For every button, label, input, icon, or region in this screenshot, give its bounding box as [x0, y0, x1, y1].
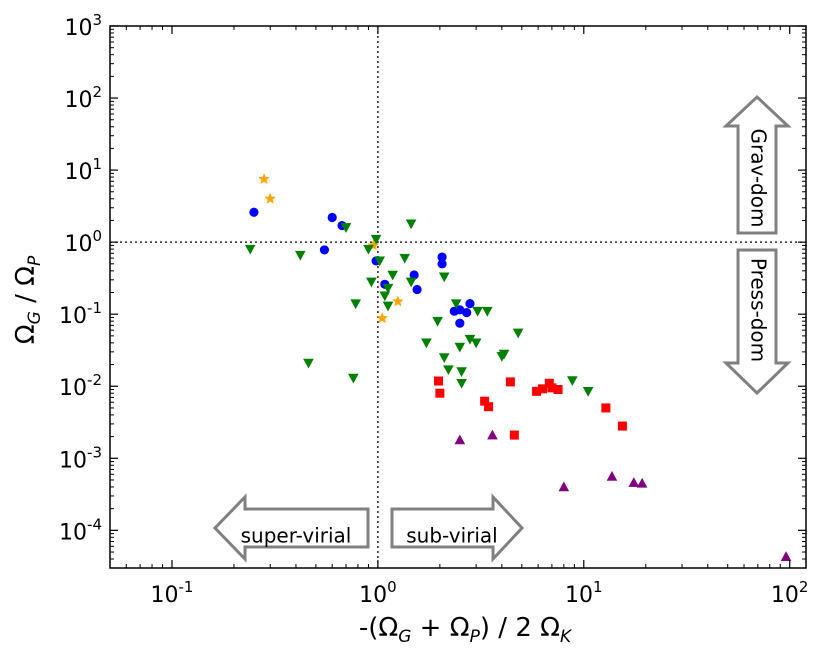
annotation-label-up: Grav-dom — [747, 129, 771, 228]
green-down-triangles-point — [363, 244, 374, 255]
red-squares-point — [601, 403, 611, 413]
orange-stars-point — [264, 192, 276, 204]
green-down-triangles-point — [303, 358, 314, 369]
blue-circles-point — [249, 207, 259, 217]
blue-circles-point — [465, 299, 475, 309]
blue-circles-point — [455, 318, 465, 328]
purple-up-triangles-point — [487, 429, 498, 440]
green-down-triangles-point — [470, 338, 482, 349]
blue-circles-point — [462, 308, 472, 318]
arrow-right-icon — [390, 493, 525, 563]
red-squares-point — [537, 384, 547, 394]
green-down-triangles-point — [366, 277, 377, 288]
annotation-arrows: super-virial sub-virial Grav-dom Press-dom — [212, 94, 792, 563]
green-down-triangles-point — [456, 378, 467, 389]
purple-up-triangles-point — [628, 477, 640, 487]
red-squares-point — [484, 402, 494, 412]
orange-stars-point — [258, 173, 270, 184]
x-tick-label: 101 — [565, 578, 603, 608]
green-down-triangles-point — [472, 306, 483, 317]
red-squares-point — [553, 385, 563, 395]
green-down-triangles-point — [244, 244, 256, 255]
arrow-left-icon — [212, 493, 370, 563]
arrow-up-icon — [722, 94, 792, 235]
green-down-triangles-point — [295, 250, 306, 261]
annotation-label-down: Press-dom — [747, 258, 771, 362]
blue-circles-point — [319, 245, 330, 255]
green-down-triangles-point — [382, 283, 394, 294]
y-tick-label: 102 — [64, 83, 102, 113]
blue-circles-point — [412, 284, 422, 295]
green-down-triangles-point — [405, 219, 417, 230]
blue-circles-point — [437, 259, 447, 269]
green-down-triangles-point — [374, 256, 385, 267]
green-down-triangles-point — [443, 365, 454, 376]
green-down-triangles-point — [582, 387, 594, 397]
purple-up-triangles-point — [558, 481, 570, 492]
orange-stars-point — [392, 295, 404, 307]
green-down-triangles-point — [350, 299, 361, 310]
green-down-triangles-point — [405, 277, 417, 288]
y-tick-label: 103 — [64, 11, 102, 41]
green-down-triangles-point — [432, 316, 443, 327]
purple-up-triangles-point — [454, 434, 466, 445]
x-axis-label: -(ΩG + ΩP) / 2 ΩK — [359, 613, 573, 647]
green-down-triangles-point — [567, 376, 578, 386]
x-tick-label: 100 — [359, 578, 397, 608]
y-tick-label: 10-4 — [59, 515, 102, 545]
green-down-triangles-point — [370, 234, 382, 245]
red-squares-point — [509, 430, 519, 440]
red-squares-point — [435, 388, 445, 398]
green-down-triangles-point — [399, 253, 411, 264]
red-squares-point — [505, 377, 515, 387]
y-tick-label: 10-2 — [59, 371, 102, 401]
arrow-down-icon — [722, 248, 792, 396]
green-down-triangles-point — [382, 301, 394, 312]
orange-stars-point — [376, 312, 388, 324]
y-tick-label: 100 — [64, 227, 102, 257]
green-down-triangles-point — [379, 291, 391, 302]
green-down-triangles-point — [438, 353, 450, 363]
reference-lines — [110, 26, 806, 568]
axis-ticks: 10-1 100 101 102 10-4 10-3 10-2 10-1 100 101 102 10… — [59, 11, 808, 608]
green-down-triangles-point — [498, 349, 510, 360]
plot-frame — [109, 25, 807, 569]
purple-up-triangles-point — [636, 477, 648, 488]
green-down-triangles-point — [387, 270, 398, 281]
y-axis-label: ΩG / ΩP — [11, 255, 45, 344]
green-down-triangles-point — [482, 306, 493, 317]
green-down-triangles-point — [438, 272, 450, 283]
green-down-triangles-point — [340, 223, 352, 233]
data-markers — [244, 173, 792, 562]
blue-circles-point — [327, 212, 337, 223]
x-tick-label: 102 — [771, 578, 809, 608]
x-tick-label: 10-1 — [150, 578, 193, 608]
red-squares-point — [617, 421, 627, 431]
green-down-triangles-point — [450, 299, 462, 310]
purple-up-triangles-point — [780, 551, 792, 562]
green-down-triangles-point — [348, 373, 359, 384]
green-down-triangles-point — [512, 328, 524, 339]
purple-up-triangles-point — [606, 470, 618, 481]
green-down-triangles-point — [456, 367, 467, 377]
annotation-label-left: super-virial — [241, 524, 352, 548]
annotation-label-right: sub-virial — [406, 524, 497, 548]
green-down-triangles-point — [454, 342, 466, 353]
green-down-triangles-point — [421, 338, 432, 349]
y-tick-label: 10-3 — [59, 443, 102, 473]
red-squares-point — [434, 376, 444, 386]
y-tick-label: 10-1 — [59, 299, 102, 329]
y-tick-label: 101 — [64, 155, 102, 185]
